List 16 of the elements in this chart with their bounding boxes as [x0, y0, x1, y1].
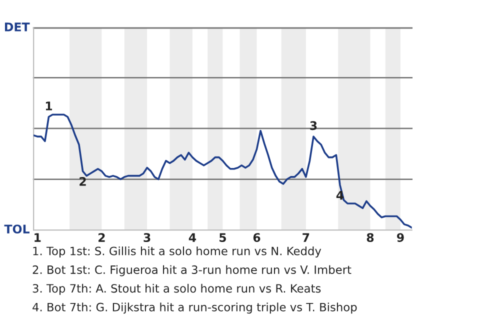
text: TOL [4, 224, 30, 234]
text: 1. Top 1st: S. Gillis hit a solo home run vs N. Keddy [33, 246, 322, 258]
text: 4. Bot 7th: G. Dijkstra hit a run-scoring triple vs T. Bishop [32, 302, 357, 314]
x-tick-label: 1 [34, 233, 41, 242]
text: DET [4, 22, 30, 32]
x-tick-label: 9 [396, 233, 404, 242]
x-tick-label: 8 [366, 233, 374, 242]
x-tick-label: 6 [253, 233, 260, 242]
text: 2. Bot 1st: C. Figueroa hit a 3-run home run vs V. Imbert [32, 265, 352, 276]
x-tick-label: 3 [144, 233, 150, 242]
x-tick-label: 4 [188, 233, 196, 242]
annotation: 1 [46, 102, 52, 110]
x-tick-label: 2 [98, 233, 105, 242]
x-tick-label: 7 [302, 233, 310, 242]
text: 3. Top 7th: A. Stout hit a solo home run vs R. Keats [32, 284, 321, 295]
x-tick-label: 5 [220, 233, 226, 242]
